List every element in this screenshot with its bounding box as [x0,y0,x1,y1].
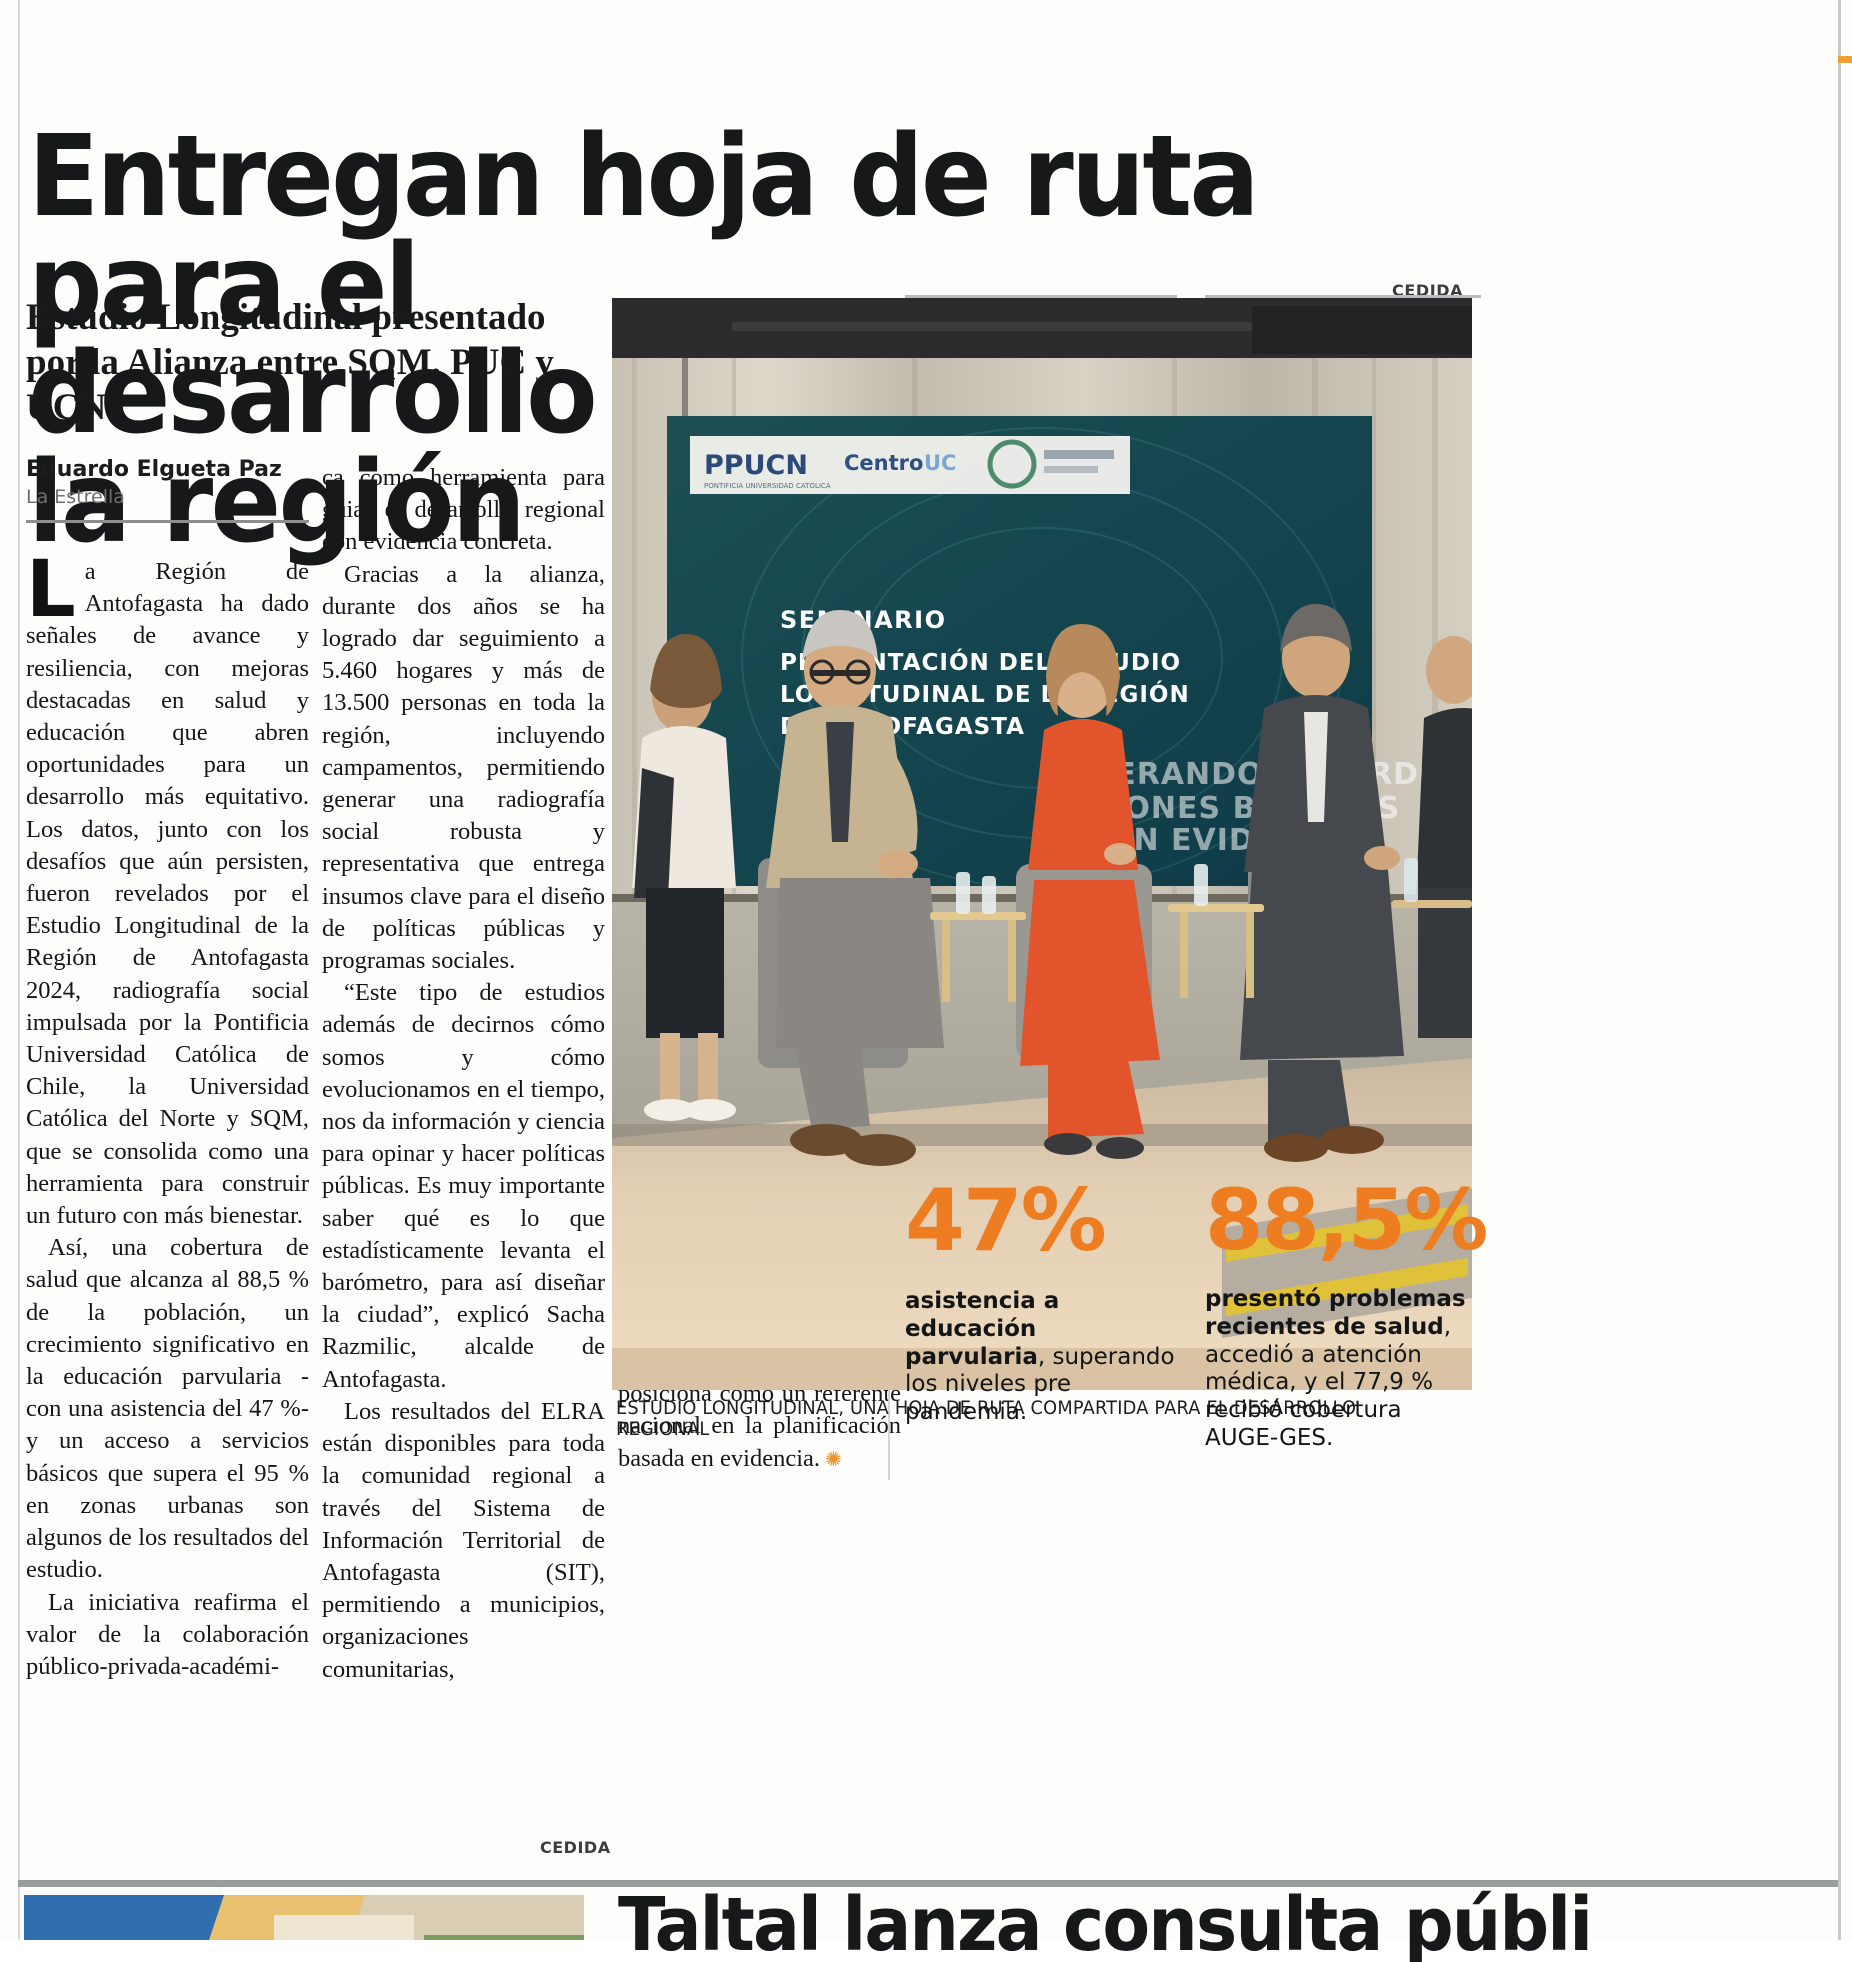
stat-description-rest: , superando los niveles pre pandemia. [905,1343,1175,1426]
stat-value: 47% [905,1171,1107,1271]
right-margin-rule [1838,0,1841,1940]
byline-author: Eduardo Elgueta Paz [26,457,282,482]
drop-cap: L [26,545,76,635]
svg-text:Centro: Centro [844,451,923,475]
photo-credit-bottom: CEDIDA [540,1838,611,1857]
stat-description: asistencia a educación parvularia, super… [905,1288,1177,1427]
byline: Eduardo Elgueta Paz La Estrella [26,456,311,524]
right-orange-tick [1838,56,1852,63]
stat-value: 88,5% [1205,1171,1488,1269]
paragraph: Así, una cobertura de salud que alcanza … [26,1234,309,1584]
byline-rule [26,520,309,524]
subtitle-deck: Estudio Longitudinal presentado por la A… [26,297,554,429]
svg-text:PPUCN: PPUCN [704,450,808,481]
svg-text:UC: UC [924,451,956,475]
paragraph: “Este tipo de estudios además de decirno… [322,979,606,1393]
stat-description-bold: asistencia a educación parvularia [905,1288,1060,1370]
lead-photo-illustration: PPUCN PONTIFICIA UNIVERSIDAD CATOLICA Ce… [612,298,1472,1390]
stat-card-parvularia: 47% asistencia a educación parvularia, s… [905,1178,1177,1427]
paragraph: ca como herramienta para guiar el desarr… [322,464,605,556]
paragraph: Los resultados del ELRA están disponible… [322,1397,605,1683]
left-margin-rule [18,0,20,1940]
byline-outlet: La Estrella [26,485,125,508]
stat-description: presentó problemas recientes de salud, a… [1205,1286,1477,1453]
headline-line-1: Entregan hoja de ruta para el [28,112,1260,351]
stat-description-bold: presentó problemas recientes de salud [1205,1286,1466,1340]
lead-photo: PPUCN PONTIFICIA UNIVERSIDAD CATOLICA Ce… [612,298,1472,1390]
paragraph-text: a Región de Antofagasta ha dado señales … [26,558,309,1230]
stat-rule-right [1205,295,1481,298]
paragraph: La iniciativa reafirma el valor de la co… [26,1588,309,1680]
body-column-2: ca como herramienta para guiar el desarr… [322,462,605,1686]
bottom-teaser-headline: Taltal lanza consulta públi [618,1888,1593,1962]
bottom-divider-rule [18,1880,1838,1887]
stat-description-rest: , accedió a atención médica, y el 77,9 %… [1205,1313,1452,1452]
bottom-photo-illustration [24,1895,584,1940]
photo-caption: ESTUDIO LONGITUDINAL, UNA HOJA DE RUTA C… [616,1398,1357,1440]
stat-card-salud: 88,5% presentó problemas recientes de sa… [1205,1171,1488,1453]
end-bullet-icon: ✺ [820,1448,842,1471]
paragraph: Gracias a la alianza, durante dos años s… [322,560,605,975]
stat-rule-left [905,295,1177,298]
bottom-teaser-photo [24,1895,584,1940]
svg-text:PONTIFICIA UNIVERSIDAD CATOLIC: PONTIFICIA UNIVERSIDAD CATOLICA [704,482,831,490]
